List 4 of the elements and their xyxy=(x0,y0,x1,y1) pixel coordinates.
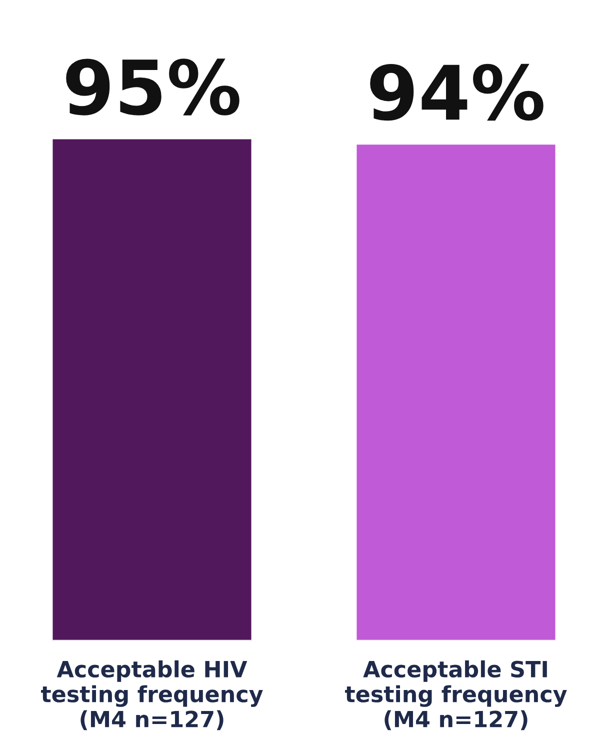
data-label: 95% xyxy=(66,58,240,116)
x-tick-label: Acceptable STI testing frequency (M4 n=127) xyxy=(344,660,567,730)
x-tick-label: Acceptable HIV testing frequency (M4 n=127) xyxy=(40,660,263,730)
data-label: 94% xyxy=(370,64,544,121)
